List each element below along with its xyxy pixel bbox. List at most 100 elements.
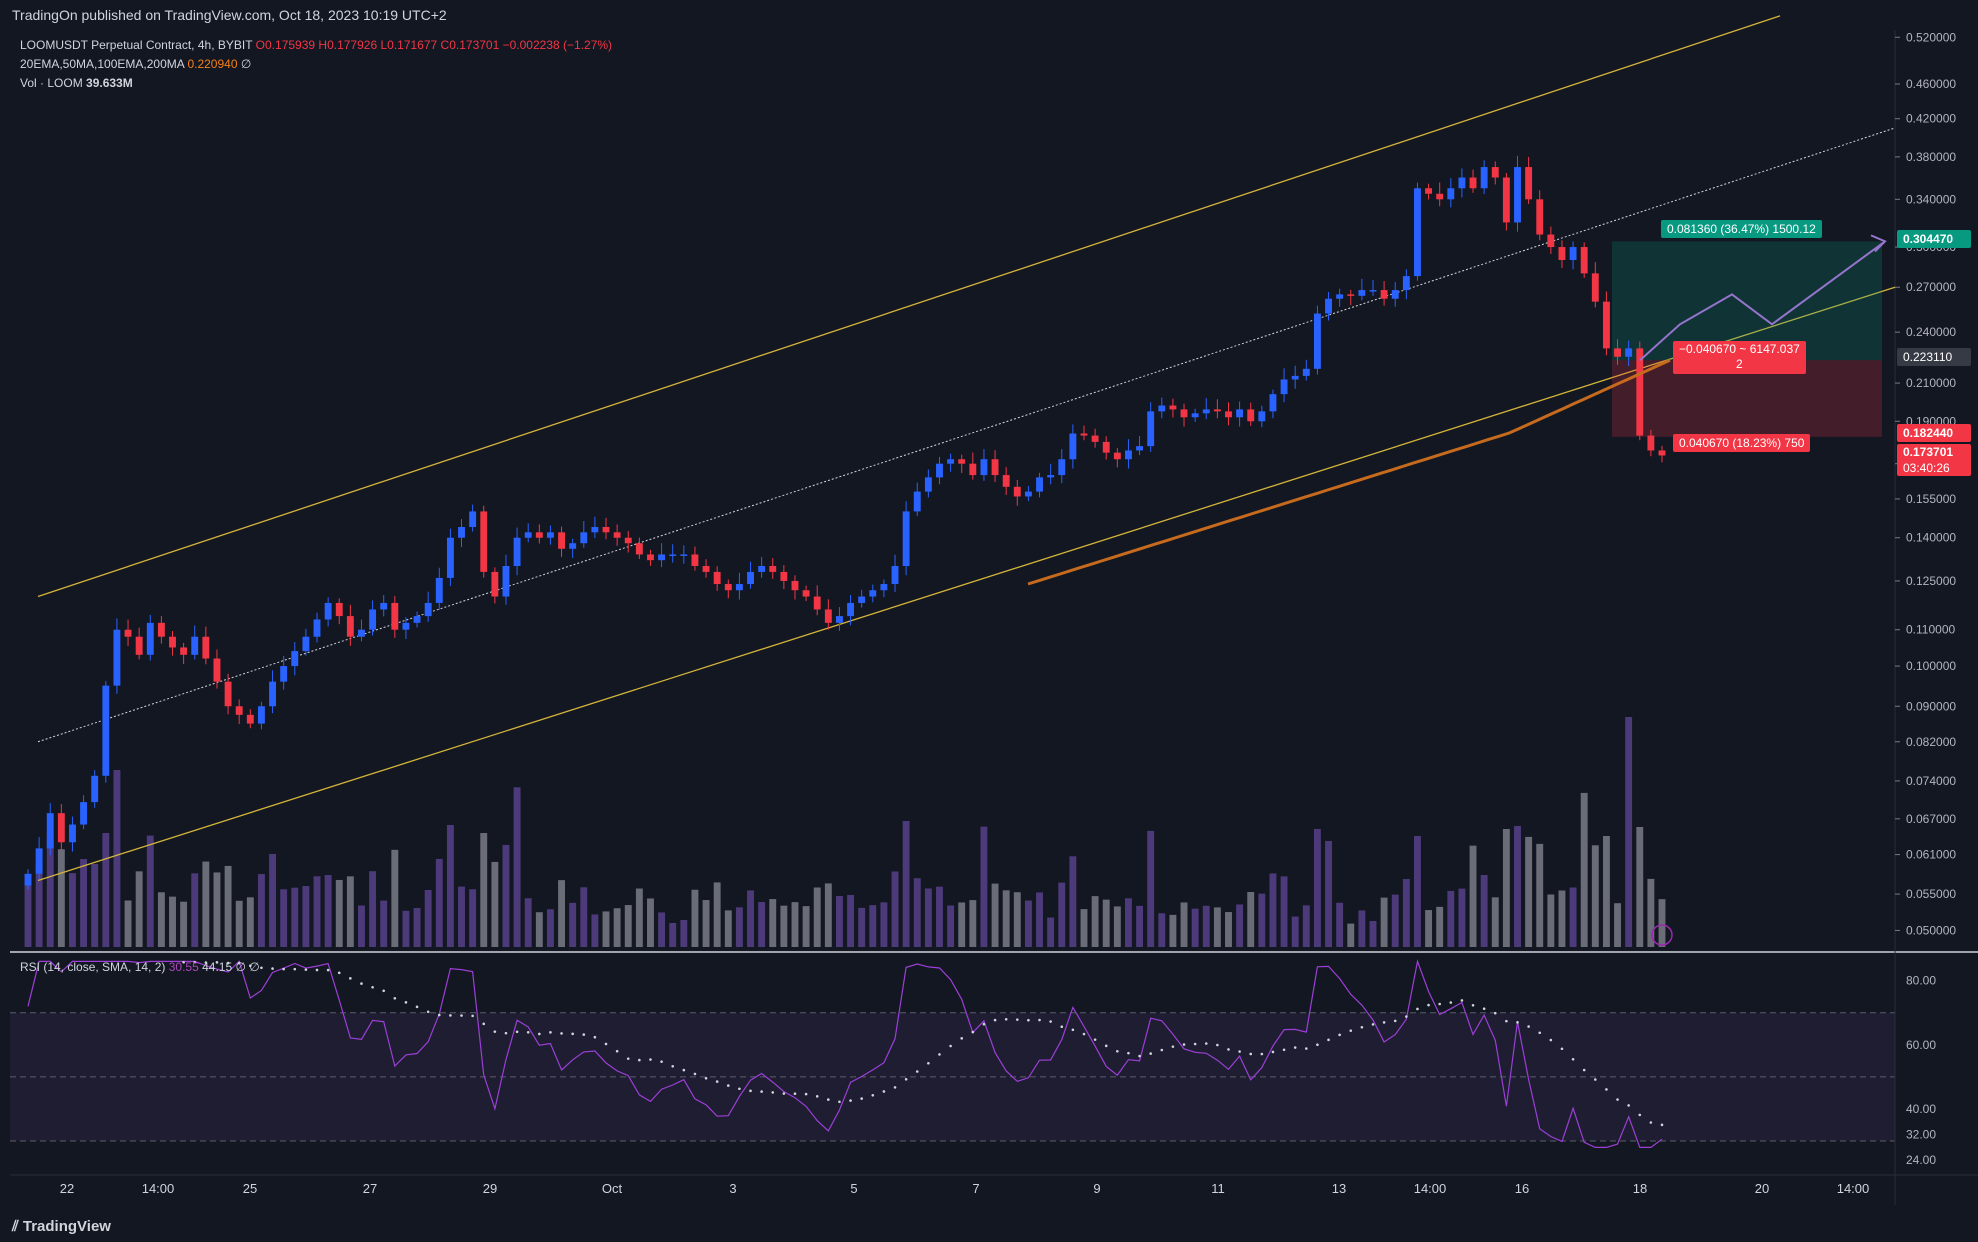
volume-bar [369,871,377,947]
rsi-ma-dot [1571,1057,1575,1061]
volume-bar [1080,909,1088,947]
rsi-ma-dot [304,968,308,971]
candle-body [1369,290,1377,292]
volume-bar [813,887,821,947]
volume-bar [1291,916,1299,947]
time-tick-label: 29 [483,1181,497,1196]
volume-bar [1391,894,1399,947]
volume-bar [69,873,76,947]
rsi-ma-dot [671,1065,675,1068]
close-value: C0.173701 [440,38,500,52]
rsi-ma-dot [1238,1050,1241,1053]
rsi-ma-dot [904,1078,908,1081]
price-tick-label: 0.090000 [1906,699,1956,713]
rsi-ma-dot [993,1018,997,1022]
rsi-label[interactable]: RSI (14, close, SMA, 14, 2) [20,960,166,974]
candle-body [1402,276,1410,291]
rsi-ma-dot [1616,1098,1619,1101]
rsi-ma-dot [971,1030,975,1034]
volume-label[interactable]: Vol · LOOM [20,76,83,90]
candle-body [1225,411,1232,418]
candle-body [413,616,421,623]
candle-body [1125,450,1132,460]
rsi-ma-dot [1582,1068,1586,1072]
candle-body [502,566,510,597]
rsi-ma-dot [1049,1020,1052,1023]
volume-bar [747,890,754,947]
volume-bar [113,770,121,947]
projection-arrow-head [1870,234,1887,253]
volume-bar [1158,913,1166,947]
candle-body [591,526,599,533]
candle-body [1591,273,1599,302]
rsi-ma-dot [760,1090,763,1093]
symbol-label[interactable]: LOOMUSDT Perpetual Contract, 4h, BYBIT [20,38,253,52]
ma-label[interactable]: 20EMA,50MA,100EMA,200MA [20,57,185,71]
rsi-ma-dot [938,1053,941,1056]
volume-bar [735,907,743,947]
candle-body [1414,188,1421,277]
volume-bar [1425,910,1433,947]
volume-bar [446,825,454,947]
candle-body [791,580,799,591]
rsi-ma-dot [1371,1023,1375,1026]
time-tick-label: Oct [602,1181,623,1196]
volume-bar [1024,900,1032,947]
rsi-ma-dot [226,961,230,965]
volume-bar [591,914,599,947]
volume-bar [958,902,966,947]
volume-bar [346,876,354,947]
price-tick-label: 0.155000 [1906,492,1956,506]
volume-bar [424,889,432,947]
volume-bar [1269,873,1277,947]
candle-body [135,636,143,655]
volume-bar [413,908,421,947]
volume-bar [513,787,521,947]
main-pane [10,30,1895,950]
candle-body [1147,411,1155,447]
candle-body [1425,188,1433,194]
volume-bar [1091,896,1099,947]
candle-body [35,848,43,874]
brand-name[interactable]: TradingView [22,1218,111,1235]
candle-body [235,706,243,715]
candle-body [157,622,165,637]
candle-body [491,571,499,597]
candle-body [758,566,766,572]
candle-body [480,511,488,572]
entry-label: −0.040670 ~ 6147.037 2 [1673,341,1806,374]
rsi-ma-dot [349,977,352,980]
volume-bar [402,910,410,947]
candle-body [391,602,399,630]
rsi-ma-dot [560,1032,563,1035]
rsi-tick-label: 60.00 [1906,1038,1936,1052]
volume-bar [169,896,176,947]
candle-body [869,590,877,597]
rsi-ma-dot [193,960,197,964]
volume-bar [913,878,921,947]
volume-bar [1213,907,1221,947]
candle-body [1291,375,1299,380]
candle-body [1536,199,1544,235]
candle-body [891,566,899,585]
last-price: 0.173701 [1903,445,1954,459]
rsi-ma-dot [1093,1038,1097,1041]
rsi-ma-dot [526,1030,530,1034]
channel-upper-line [37,15,1781,598]
candle-body [1058,459,1066,476]
rsi-ma-dot [337,971,341,975]
time-tick-label: 20 [1755,1181,1769,1196]
volume-bar [558,880,565,947]
candle-body [769,566,777,572]
rsi-ma-dot [1460,999,1464,1002]
target-price-tag: 0.304470 [1897,230,1971,248]
rsi-ma-dot [593,1035,597,1039]
rsi-ma-dot [626,1057,630,1060]
tradingview-logo-icon[interactable]: ⫽ [12,1218,19,1235]
volume-bar [202,861,210,947]
volume-bar [191,873,199,947]
volume-bar [680,920,688,947]
candle-body [69,824,76,843]
rsi-ma-dot [460,1014,463,1017]
